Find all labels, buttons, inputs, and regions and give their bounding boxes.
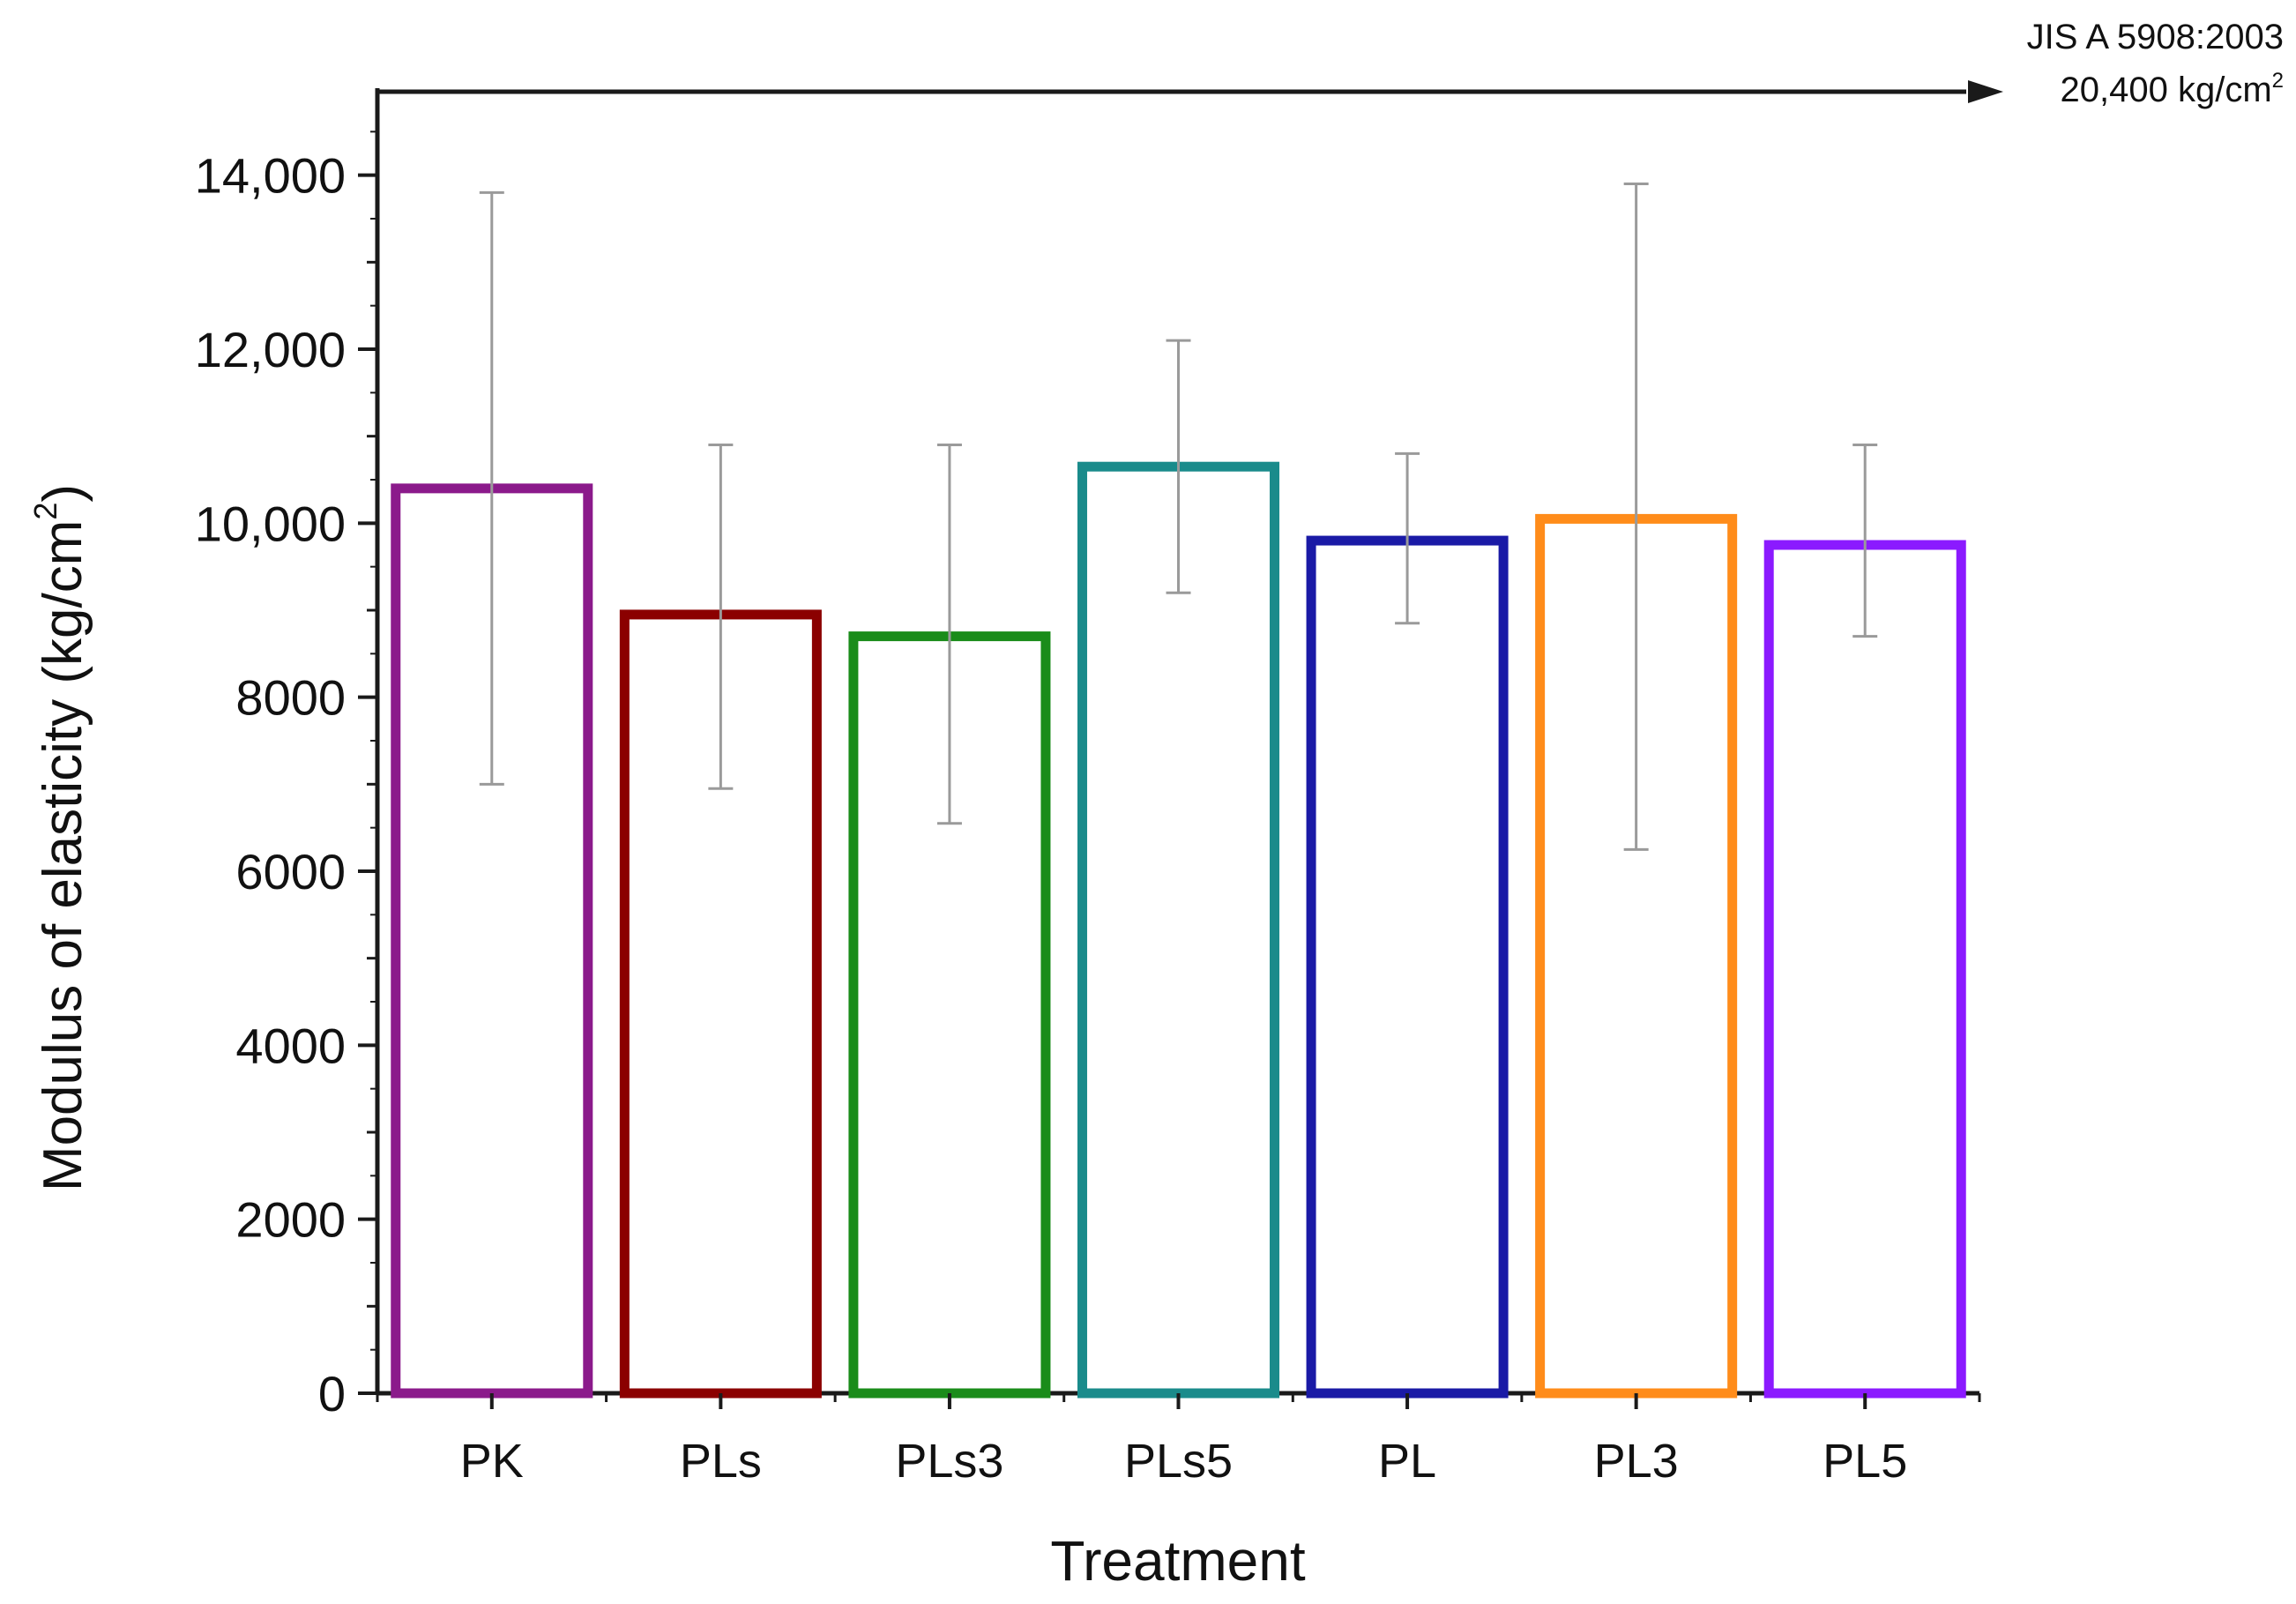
bar-pk (391, 483, 593, 1399)
reference-arrow-head (1968, 80, 2003, 103)
y-axis-title-sup: 2 (27, 503, 63, 520)
bar-pls (619, 609, 822, 1399)
x-axis-title: Treatment (1050, 1529, 1306, 1593)
reference-label-sup: 2 (2272, 69, 2284, 93)
reference-label-line1: JIS A 5908:2003 (2027, 18, 2284, 56)
x-tick-label: PL3 (1594, 1435, 1679, 1488)
y-tick-label: 14,000 (195, 148, 346, 204)
bar-pl5 (1763, 540, 1966, 1399)
y-tick-label: 6000 (235, 844, 346, 899)
reference-label-line2: 20,400 kg/cm2 (2061, 69, 2285, 109)
x-tick-label: PL (1378, 1435, 1436, 1488)
x-tick-label: PLs3 (895, 1435, 1003, 1488)
y-tick-label: 4000 (235, 1018, 346, 1073)
y-tick-label: 8000 (235, 670, 346, 726)
y-axis-title-close: ) (33, 484, 93, 503)
y-ticks: 0 2000 4000 6000 8000 10,000 12,000 14,000 (195, 131, 377, 1421)
x-ticks: PK PLs PLs3 PLs5 PL PL3 PL5 (376, 1393, 1981, 1488)
x-tick-label: PK (460, 1435, 524, 1488)
bars (391, 461, 1966, 1399)
x-tick-label: PL5 (1823, 1435, 1907, 1488)
y-axis-title-text: Modulus of elasticity (kg/cm (33, 520, 93, 1191)
x-tick-label: PLs5 (1124, 1435, 1233, 1488)
y-axis-title: Modulus of elasticity (kg/cm2) (27, 484, 93, 1191)
x-tick-label: PLs (680, 1435, 762, 1488)
y-tick-label: 2000 (235, 1192, 346, 1248)
y-tick-label: 0 (318, 1366, 346, 1421)
bar-pls5 (1077, 461, 1280, 1399)
error-bars (479, 183, 1878, 851)
bar-pl (1306, 535, 1509, 1399)
reference-label-value: 20,400 kg/cm (2061, 71, 2272, 109)
y-tick-label: 12,000 (195, 322, 346, 377)
y-tick-label: 10,000 (195, 496, 346, 551)
